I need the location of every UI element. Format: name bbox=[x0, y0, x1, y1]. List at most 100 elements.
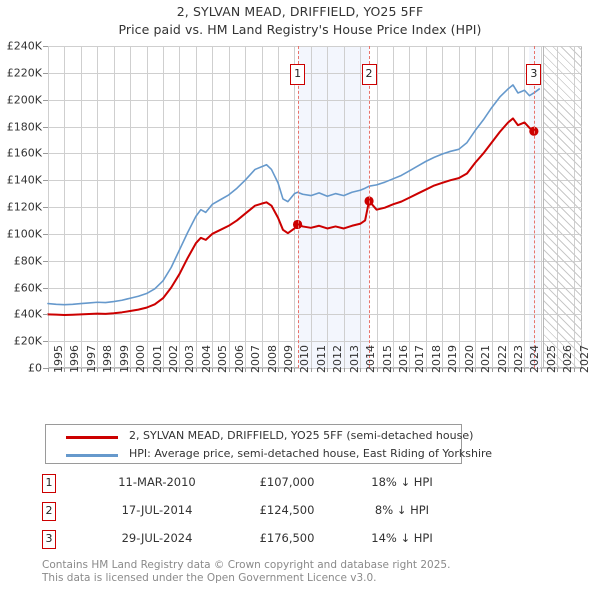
x-axis-tick-label: 2011 bbox=[314, 345, 328, 373]
x-axis-tick bbox=[195, 368, 197, 372]
legend-color-swatch bbox=[66, 454, 118, 457]
marker-callout[interactable]: 1 bbox=[290, 64, 306, 85]
gridline-vertical bbox=[245, 46, 247, 368]
x-axis-tick-label: 2027 bbox=[577, 345, 591, 373]
gridline-horizontal bbox=[48, 153, 582, 155]
x-axis-tick-label: 2002 bbox=[167, 345, 180, 373]
x-axis-tick-label: 2003 bbox=[183, 345, 197, 373]
row-index-badge: 3 bbox=[42, 530, 56, 549]
gridline-vertical bbox=[343, 46, 345, 368]
x-axis-tick-label: 2016 bbox=[397, 345, 411, 373]
x-axis-tick-label: 2012 bbox=[331, 345, 345, 373]
row-index-badge: 1 bbox=[42, 474, 56, 493]
gridline-vertical bbox=[393, 46, 395, 368]
x-axis-tick-label: 1995 bbox=[52, 345, 65, 373]
gridline-vertical bbox=[508, 46, 510, 368]
x-axis-tick bbox=[261, 368, 263, 372]
x-axis-tick bbox=[294, 368, 296, 372]
x-axis-tick-label: 2026 bbox=[561, 345, 575, 373]
marker-callout[interactable]: 2 bbox=[361, 64, 377, 85]
marker-callout[interactable]: 3 bbox=[526, 64, 542, 85]
y-axis-tick bbox=[43, 314, 48, 316]
gridline-horizontal bbox=[48, 126, 582, 128]
page-subtitle: Price paid vs. HM Land Registry's House … bbox=[118, 22, 482, 37]
gridline-vertical bbox=[294, 46, 296, 368]
gridline-vertical bbox=[540, 46, 542, 368]
x-axis-tick-label: 2013 bbox=[347, 345, 361, 373]
series-line bbox=[47, 117, 535, 316]
gridline-horizontal bbox=[48, 260, 582, 262]
x-axis-tick bbox=[491, 368, 493, 372]
x-axis-tick-label: 1997 bbox=[84, 345, 98, 373]
legend-color-swatch bbox=[66, 436, 118, 439]
hpi-delta: 8% ↓ HPI bbox=[374, 503, 430, 517]
x-axis-tick bbox=[442, 368, 444, 372]
x-axis-tick bbox=[163, 368, 164, 372]
x-axis-tick-label: 1996 bbox=[68, 345, 82, 373]
y-axis-tick-label: £180K bbox=[6, 120, 42, 133]
x-axis-tick bbox=[228, 368, 230, 372]
chart-legend: 2, SYLVAN MEAD, DRIFFIELD, YO25 5FF (sem… bbox=[45, 424, 492, 465]
gridline-horizontal bbox=[48, 207, 582, 208]
gridline-horizontal bbox=[48, 341, 582, 343]
gridline-vertical bbox=[130, 46, 132, 368]
y-axis-tick-label: £160K bbox=[6, 146, 42, 160]
gridline-horizontal bbox=[48, 46, 582, 47]
y-axis-tick-label: £220K bbox=[6, 66, 42, 80]
x-axis-tick-label: 1999 bbox=[117, 345, 131, 373]
gridline-vertical bbox=[458, 46, 460, 368]
gridline-vertical bbox=[195, 46, 197, 368]
y-axis-tick-label: £240K bbox=[6, 39, 42, 53]
x-axis-tick-label: 1998 bbox=[101, 345, 115, 373]
legend-label: 2, SYLVAN MEAD, DRIFFIELD, YO25 5FF (sem… bbox=[129, 429, 474, 442]
x-axis-tick-label: 2021 bbox=[479, 345, 493, 373]
gridline-vertical bbox=[64, 46, 66, 368]
x-axis-tick bbox=[80, 368, 82, 372]
legend-entry: 2, SYLVAN MEAD, DRIFFIELD, YO25 5FF (sem… bbox=[46, 427, 473, 447]
event-vline bbox=[297, 46, 299, 368]
table-row[interactable]: 1 11-MAR-2010 £107,000 18% ↓ HPI bbox=[42, 474, 472, 500]
gridline-vertical bbox=[409, 46, 411, 368]
event-vline bbox=[533, 46, 535, 368]
y-axis-tick bbox=[43, 207, 48, 208]
row-index-badge: 2 bbox=[42, 502, 56, 521]
legend-label: HPI: Average price, semi-detached house,… bbox=[129, 447, 493, 460]
y-axis-tick-label: £0 bbox=[28, 361, 42, 375]
gridline-vertical bbox=[442, 46, 444, 368]
table-row[interactable]: 2 17-JUL-2014 £124,500 8% ↓ HPI bbox=[42, 502, 472, 528]
y-axis-tick-label: £200K bbox=[6, 93, 42, 107]
hpi-delta: 18% ↓ HPI bbox=[371, 475, 433, 489]
x-axis-tick-label: 2004 bbox=[199, 345, 213, 373]
y-axis-tick-label: £40K bbox=[13, 307, 42, 321]
x-axis-tick-label: 2007 bbox=[249, 345, 263, 373]
y-axis-tick bbox=[43, 180, 48, 182]
x-axis-tick bbox=[376, 368, 378, 372]
x-axis-tick bbox=[179, 368, 181, 372]
legend-entry: HPI: Average price, semi-detached house,… bbox=[46, 445, 492, 465]
sale-price: £124,500 bbox=[259, 503, 315, 517]
event-vline bbox=[369, 46, 371, 368]
gridline-vertical bbox=[228, 46, 230, 368]
gridline-vertical bbox=[146, 46, 148, 368]
gridline-horizontal bbox=[48, 368, 582, 369]
x-axis-tick-label: 2019 bbox=[446, 345, 460, 373]
x-axis-tick-label: 2005 bbox=[216, 345, 230, 373]
y-axis-tick bbox=[43, 368, 48, 369]
x-axis-tick bbox=[475, 368, 477, 372]
sale-price: £107,000 bbox=[259, 475, 315, 489]
x-axis-tick-label: 2023 bbox=[512, 345, 526, 373]
gridline-vertical bbox=[425, 46, 427, 368]
gridline-vertical bbox=[376, 46, 378, 368]
x-axis-tick bbox=[278, 368, 280, 372]
sale-date: 17-JUL-2014 bbox=[121, 503, 193, 517]
gridline-vertical bbox=[360, 46, 362, 368]
y-axis-tick bbox=[43, 153, 48, 155]
table-row[interactable]: 3 29-JUL-2024 £176,500 14% ↓ HPI bbox=[42, 530, 472, 556]
x-axis-tick bbox=[113, 368, 115, 372]
gridline-horizontal bbox=[48, 180, 582, 182]
y-axis-tick-label: £100K bbox=[6, 227, 42, 241]
y-axis-tick-label: £60K bbox=[13, 281, 42, 294]
series-line bbox=[47, 84, 541, 306]
gridline-vertical bbox=[48, 46, 49, 368]
gridline-vertical bbox=[524, 46, 526, 368]
